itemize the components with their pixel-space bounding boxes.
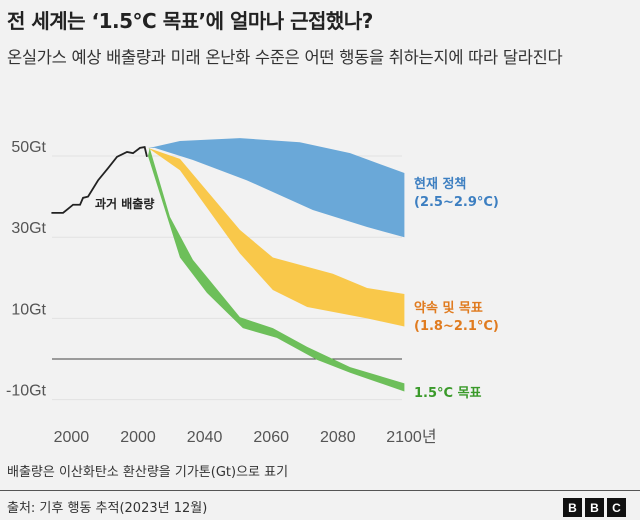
y-tick-label: -10Gt <box>6 383 47 400</box>
emissions-chart: 50Gt 30Gt 10Gt -10Gt 2000 2000 2040 2060 2080 210… <box>6 138 499 446</box>
band-1 <box>147 147 405 327</box>
x-tick-label: 2100년 <box>386 428 436 446</box>
band-0 <box>147 138 405 238</box>
chart-subtitle: 온실가스 예상 배출량과 미래 온난화 수준은 어떤 행동을 취하는지에 따라 … <box>7 48 563 67</box>
chart-note: 배출량은 이산화탄소 환산량을 기가톤(Gt)으로 표기 <box>7 465 289 480</box>
logo-letter: C <box>607 498 626 517</box>
logo-letter: B <box>585 498 604 517</box>
history-line <box>51 146 148 214</box>
x-tick-label: 2040 <box>187 429 223 446</box>
x-tick-label: 2080 <box>320 429 356 446</box>
series-label: 1.5°C 목표 <box>414 386 482 401</box>
x-tick-label: 2000 <box>120 429 156 446</box>
band-2 <box>147 147 405 392</box>
source-text: 출처: 기후 행동 추적(2023년 12월) <box>7 501 208 516</box>
footer-divider <box>0 490 640 491</box>
x-tick-label: 2000 <box>54 429 90 446</box>
y-tick-label: 50Gt <box>11 139 46 156</box>
series-range-label: (2.5~2.9°C) <box>414 195 499 210</box>
series-label: 약속 및 목표 <box>414 300 483 316</box>
chart-title: 전 세계는 ‘1.5°C 목표’에 얼마나 근접했나? <box>7 9 373 33</box>
y-tick-label: 10Gt <box>11 301 46 318</box>
y-tick-label: 30Gt <box>11 220 46 237</box>
history-label: 과거 배출량 <box>95 196 154 211</box>
bbc-logo: B B C <box>563 498 626 517</box>
logo-letter: B <box>563 498 582 517</box>
x-tick-label: 2060 <box>253 429 289 446</box>
series-range-label: (1.8~2.1°C) <box>414 319 499 334</box>
series-label: 현재 정책 <box>414 176 466 192</box>
